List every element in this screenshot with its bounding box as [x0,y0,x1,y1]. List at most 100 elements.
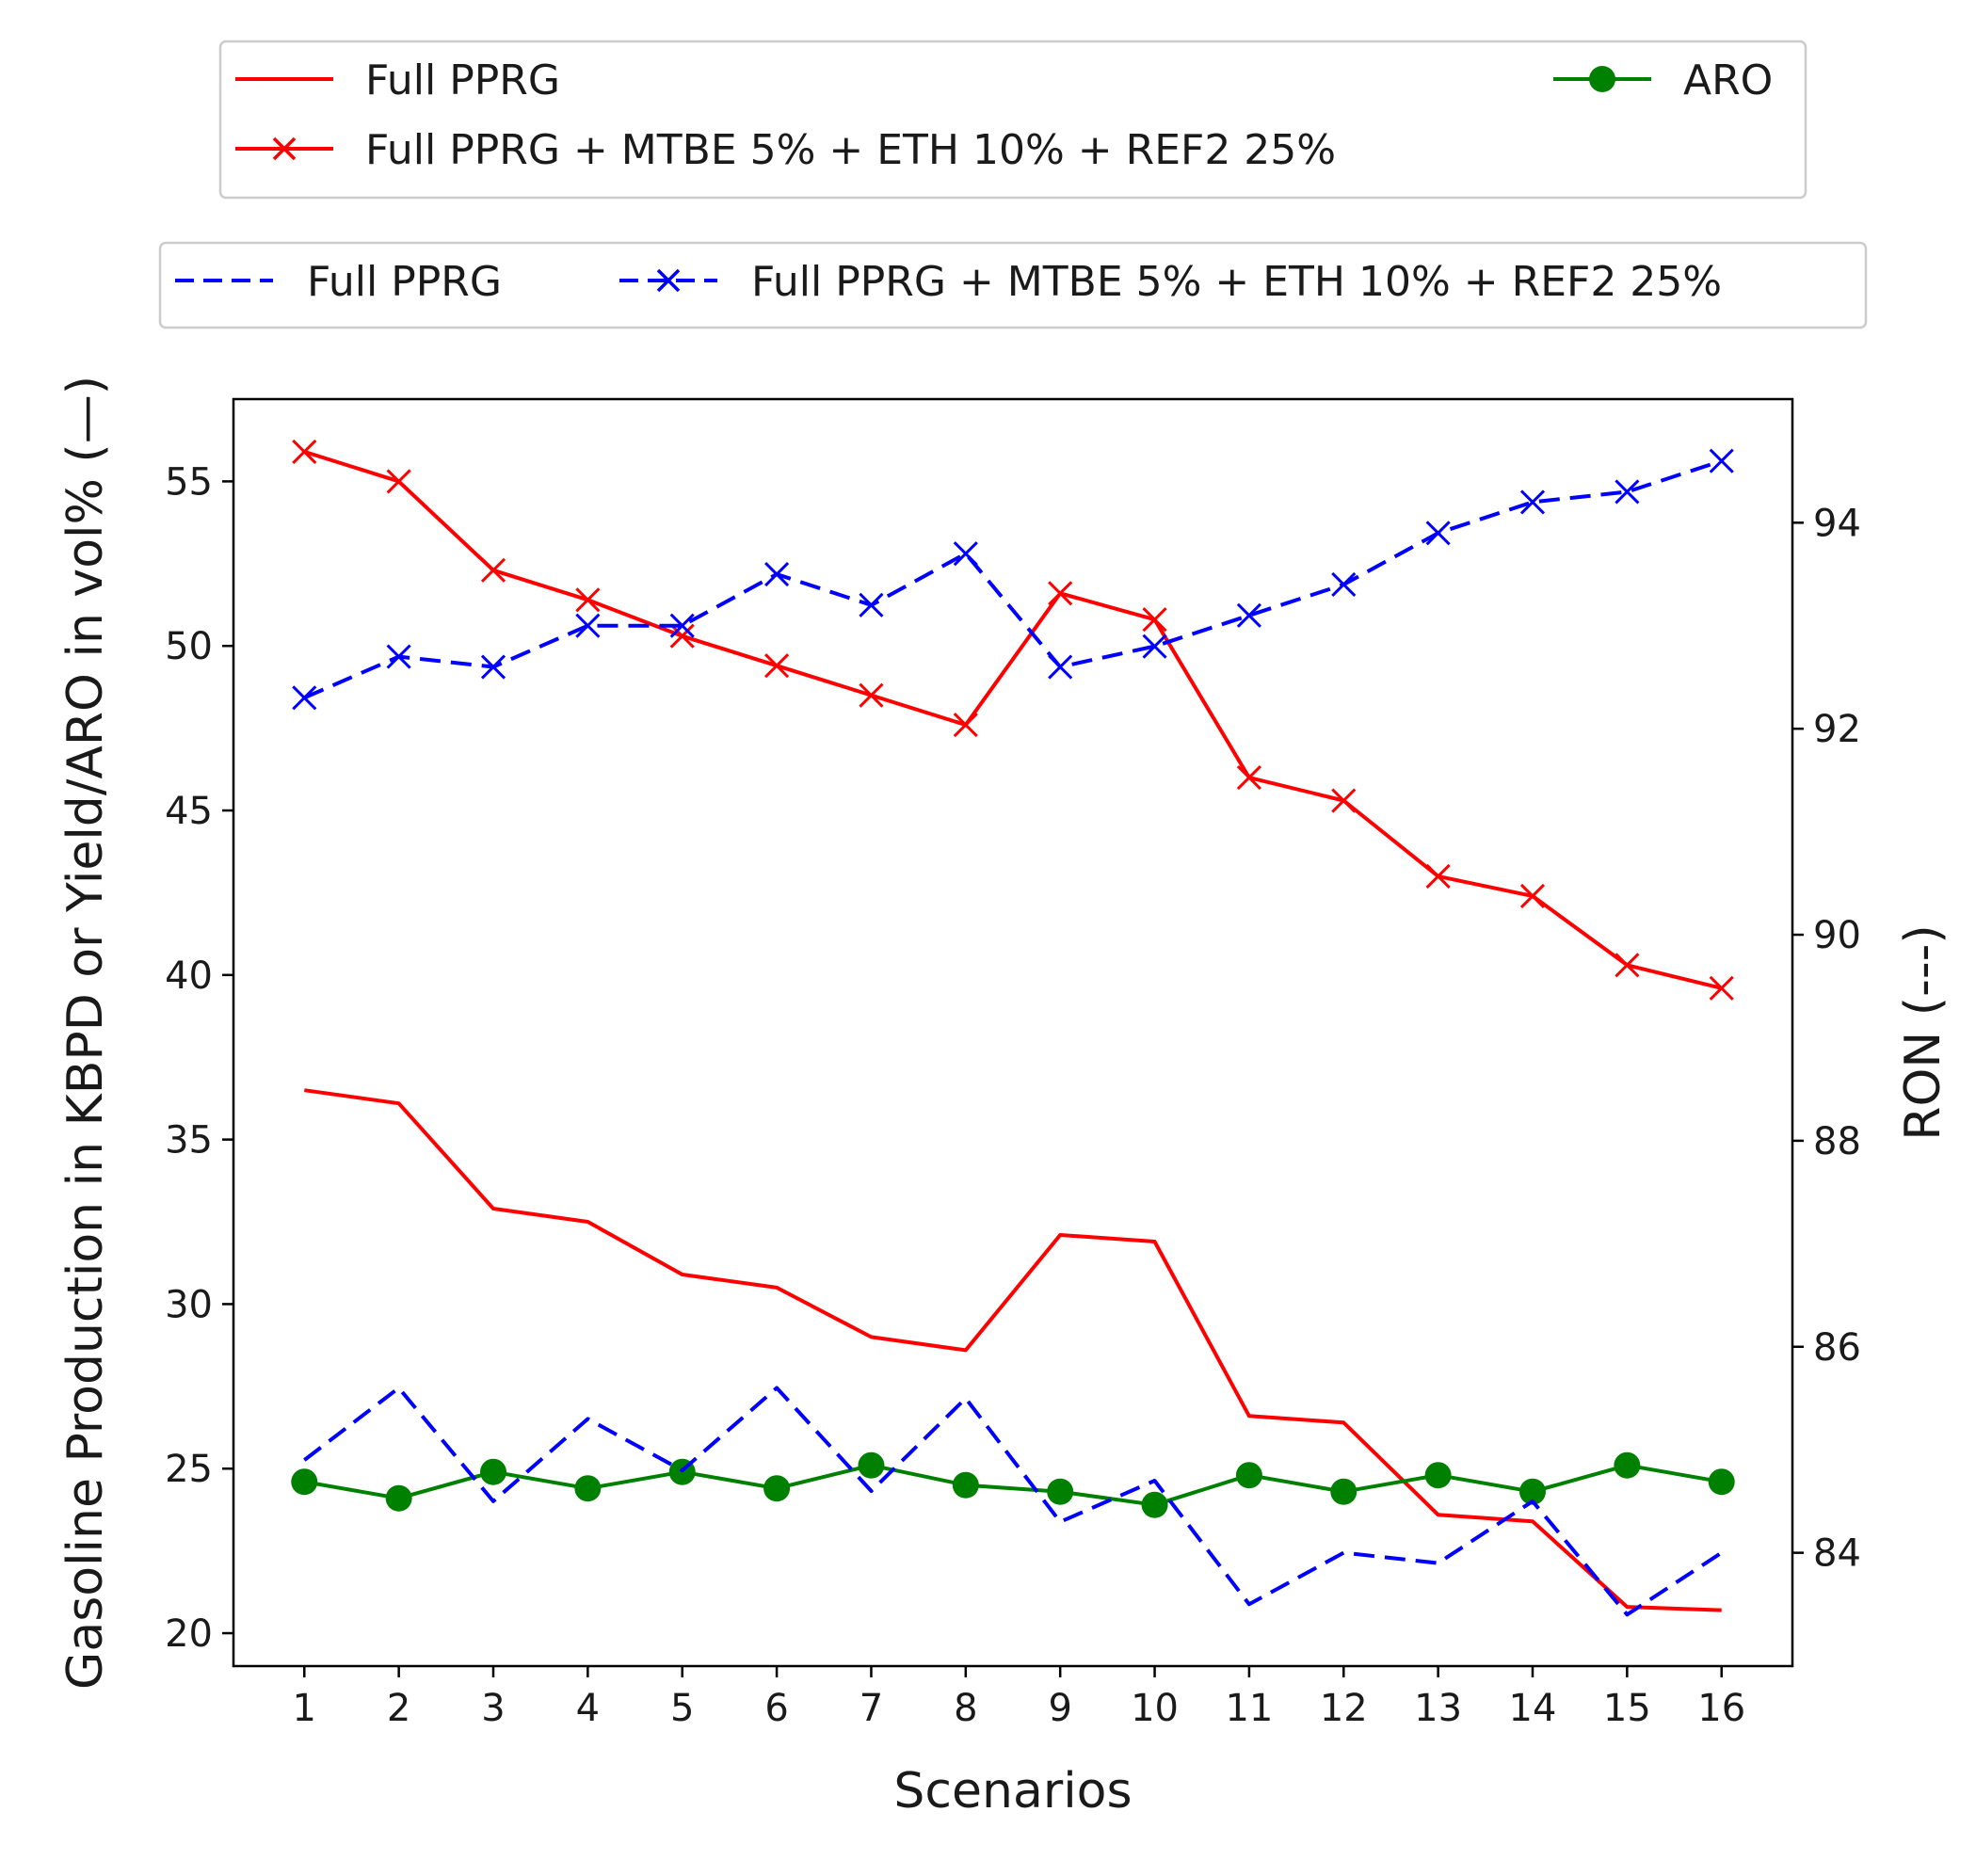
plot-area [232,397,1794,1668]
x-tick-label: 3 [481,1687,505,1730]
x-axis-label: Scenarios [893,1763,1132,1820]
x-tick-label: 16 [1697,1687,1745,1730]
y-axis-left-label: Gasoline Production in KBPD or Yield/ARO… [57,376,114,1690]
y-left-tick-label: 20 [165,1612,213,1656]
y-left-tick-label: 25 [165,1448,213,1491]
data-point-circle-marker [1330,1478,1357,1505]
x-tick-label: 10 [1131,1687,1179,1730]
x-tick-label: 11 [1225,1687,1273,1730]
data-point-x-marker [292,685,317,711]
x-tick-label: 2 [387,1687,410,1730]
data-point-circle-marker [858,1451,885,1479]
legend-middle-frame [158,241,1868,329]
x-tick-label: 1 [293,1687,316,1730]
data-point-x-marker [1142,607,1167,633]
x-tick-label: 4 [576,1687,600,1730]
data-point-x-marker [386,469,411,494]
legend-label-full-pprg-blend-dashed: Full PPRG + MTBE 5% + ETH 10% + REF2 25% [751,258,1722,306]
data-point-circle-marker [480,1458,506,1485]
data-point-x-marker [1709,448,1734,473]
y-left-tick-label: 30 [165,1283,213,1326]
x-tick-label: 13 [1414,1687,1462,1730]
data-point-x-marker [575,613,601,638]
legend-entry-full-pprg-dashed: Full PPRG [175,258,502,306]
series-dashed_blue_x [292,448,1734,711]
y-right-tick-label: 94 [1813,502,1861,545]
data-point-x-marker [669,613,695,638]
data-point-circle-marker [763,1475,791,1502]
data-point-circle-marker [1708,1468,1735,1496]
data-point-x-marker [1331,571,1357,598]
x-tick-label: 9 [1048,1687,1071,1730]
data-point-x-marker [859,682,884,708]
legend-middle: Full PPRG Full PPRG + MTBE 5% + ETH 10% … [158,241,1868,329]
data-point-x-marker [1142,633,1167,659]
legend-entry-full-pprg-blend-solid: Full PPRG + MTBE 5% + ETH 10% + REF2 25% [235,126,1336,174]
legend-marker-circle-green [1589,66,1615,92]
series-line-dashed_blue_x [303,458,1723,700]
data-point-x-marker [1425,863,1451,889]
data-point-x-marker [764,653,790,679]
series-line-solid_red [304,1088,1722,1612]
legend-entry-full-pprg-solid: Full PPRG [235,56,560,104]
series-line-aro [303,1463,1723,1507]
data-point-x-marker [1236,602,1261,628]
y-right-tick-label: 92 [1813,708,1861,751]
data-point-x-marker [764,561,790,587]
data-point-x-marker [1519,489,1546,515]
data-point-circle-marker [1141,1491,1168,1518]
data-point-x-marker [1236,764,1261,791]
y-axis-right: 84 86 88 90 92 94 [1792,502,1861,1576]
series-dashed_blue [303,1386,1723,1617]
y-left-tick-label: 50 [165,625,213,668]
series-layer [291,439,1735,1617]
data-point-circle-marker [1047,1478,1074,1505]
data-point-x-marker [669,623,695,649]
data-point-circle-marker [1614,1451,1641,1479]
y-right-tick-label: 86 [1813,1326,1861,1370]
x-tick-label: 7 [859,1687,883,1730]
x-tick-label: 8 [954,1687,977,1730]
series-line-solid_red_x [303,449,1723,990]
legend-marker-x-blue [656,268,681,293]
data-point-circle-marker [1519,1478,1546,1505]
y-left-tick-label: 45 [165,790,213,833]
series-line-dashed_blue [303,1386,1723,1617]
data-point-circle-marker [385,1484,412,1512]
legend-entry-full-pprg-blend-dashed: Full PPRG + MTBE 5% + ETH 10% + REF2 25% [619,258,1722,306]
legend-label-aro: ARO [1683,56,1773,104]
series-solid_red [304,1088,1722,1612]
data-point-x-marker [1615,479,1640,505]
data-point-circle-marker [1424,1462,1452,1489]
data-point-x-marker [1331,788,1357,813]
x-tick-label: 14 [1509,1687,1557,1730]
x-axis: 1 2 3 4 5 6 7 8 9 10 11 12 13 14 15 16 [293,1666,1745,1730]
y-left-tick-label: 35 [165,1119,213,1162]
data-point-x-marker [292,439,317,464]
data-point-circle-marker [1235,1462,1262,1489]
y-right-tick-label: 84 [1813,1532,1861,1576]
legend-label-full-pprg-dashed: Full PPRG [307,258,502,306]
data-point-x-marker [386,644,411,669]
legend-top-frame [218,40,1807,200]
x-tick-label: 15 [1603,1687,1651,1730]
x-tick-label: 12 [1320,1687,1368,1730]
series-solid_red_x [292,439,1734,1001]
data-point-x-marker [480,654,506,680]
legend-label-full-pprg-solid: Full PPRG [365,56,560,104]
data-point-x-marker [575,587,601,613]
data-point-x-marker [1048,654,1073,680]
legend-entry-aro: ARO [1553,56,1773,104]
x-tick-label: 6 [764,1687,788,1730]
data-point-x-marker [1048,581,1073,606]
y-left-tick-label: 40 [165,954,213,998]
data-point-x-marker [953,713,978,738]
y-axis-left: 20 25 30 35 40 45 50 55 [165,460,233,1656]
legend-marker-x-red [272,136,297,161]
data-point-x-marker [480,557,506,583]
y-right-tick-label: 88 [1813,1120,1861,1163]
data-point-x-marker [1615,953,1640,978]
data-point-x-marker [1709,975,1734,1001]
data-point-x-marker [1425,521,1451,546]
